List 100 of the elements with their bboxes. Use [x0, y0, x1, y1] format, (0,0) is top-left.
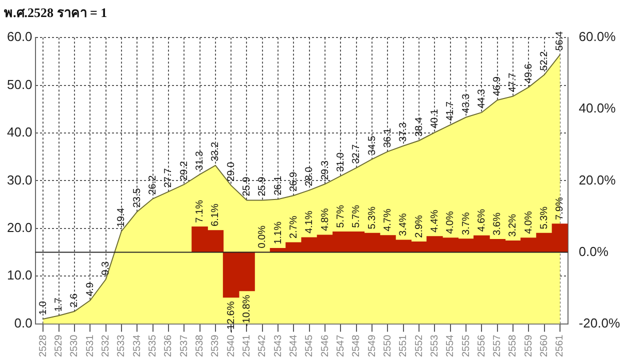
data-label: 56.4 [554, 30, 566, 51]
x-tick-label: 2528 [38, 334, 49, 358]
data-label: 25.9 [257, 176, 268, 196]
x-tick-label: 2544 [288, 334, 300, 358]
x-tick-label: 2534 [132, 334, 143, 358]
data-label: 34.5 [366, 135, 378, 156]
data-label: 19.4 [116, 207, 128, 228]
data-label: 3.4% [398, 213, 410, 236]
x-tick-label: 2541 [241, 334, 252, 358]
x-tick-label: 2538 [194, 334, 206, 358]
data-label: 36.1 [382, 128, 394, 148]
data-label: 26.9 [288, 172, 300, 192]
y2-tick-label: 20.0% [578, 172, 616, 188]
data-label: 43.3 [460, 93, 472, 114]
x-tick-label: 2532 [100, 334, 112, 358]
y2-tick-label: 0.0% [578, 244, 609, 259]
data-label: 5.3% [539, 206, 550, 230]
data-label: 1.0 [38, 300, 49, 315]
data-label: 3.6% [492, 212, 504, 236]
data-label: 3.7% [460, 212, 472, 235]
x-tick-label: 2556 [476, 334, 488, 358]
data-label: 32.7 [351, 144, 362, 164]
data-label: 4.7% [382, 208, 394, 232]
x-tick-label: 2535 [148, 334, 159, 358]
data-label: 7.9% [554, 197, 566, 220]
data-label: 47.7 [508, 72, 519, 92]
x-tick-label: 2529 [54, 334, 65, 358]
data-label: 0.0% [257, 225, 268, 248]
x-tick-label: 2548 [351, 334, 362, 358]
data-label: 4.6% [476, 208, 488, 232]
x-tick-label: 2536 [163, 334, 174, 358]
data-label: 31.0 [335, 152, 346, 172]
data-label: 5.7% [351, 204, 362, 228]
x-tick-label: 2540 [226, 334, 237, 358]
data-label: 25.9 [241, 176, 252, 196]
x-tick-label: 2533 [116, 334, 128, 358]
data-label: -12.6% [226, 301, 237, 333]
x-tick-label: 2560 [539, 334, 550, 358]
data-label: 37.3 [398, 122, 410, 142]
x-tick-label: 2546 [320, 334, 331, 358]
data-label: 1.1% [272, 221, 284, 244]
data-label: 52.2 [539, 50, 550, 71]
data-label: 31.3 [194, 150, 206, 170]
data-label: 29.2 [178, 160, 190, 180]
data-label: 6.1% [210, 203, 222, 226]
y2-tick-label: 40.0% [578, 100, 616, 116]
data-label: 33.2 [210, 142, 222, 162]
y-tick-label: 10.0 [6, 268, 32, 283]
y-tick-label: 20.0 [6, 220, 32, 235]
x-tick-label: 2561 [554, 334, 566, 358]
data-label: 1.7 [54, 297, 65, 312]
data-label: 29.3 [320, 160, 331, 180]
data-label: 23.5 [132, 188, 143, 208]
x-tick-label: 2539 [210, 334, 222, 358]
data-label: 9.3 [100, 261, 112, 276]
x-tick-label: 2554 [445, 334, 456, 358]
data-label: -10.8% [241, 294, 252, 327]
data-label: 7.1% [194, 200, 206, 223]
data-label: 4.0% [445, 211, 456, 234]
data-label: 4.4% [429, 210, 440, 232]
data-label: 41.7 [445, 100, 456, 121]
data-label: 46.9 [492, 76, 504, 96]
x-tick-label: 2558 [508, 334, 519, 358]
x-tick-label: 2531 [84, 334, 96, 358]
y-tick-label: 40.0 [6, 124, 32, 140]
y-tick-label: 0.0 [14, 315, 32, 330]
data-label: 27.7 [163, 168, 174, 188]
x-tick-label: 2530 [69, 334, 80, 358]
data-label: 29.0 [226, 162, 237, 182]
data-label: 38.4 [414, 116, 425, 137]
y2-tick-label: 60.0% [578, 29, 616, 44]
x-tick-label: 2553 [429, 334, 440, 358]
data-label: 4.1% [304, 210, 316, 234]
y-tick-label: 30.0 [6, 172, 32, 188]
chart-title: พ.ศ.2528 ราคา = 1 [4, 5, 108, 20]
data-label: 26.2 [148, 174, 159, 195]
data-label: 4.0% [523, 211, 534, 234]
data-label: 5.7% [335, 204, 346, 228]
data-label: 28.0 [304, 166, 316, 186]
x-tick-label: 2547 [335, 334, 346, 358]
x-tick-label: 2551 [398, 334, 410, 358]
x-tick-label: 2537 [178, 334, 190, 358]
data-label: 2.7% [288, 216, 300, 239]
x-tick-label: 2550 [382, 334, 394, 358]
data-label: 40.1 [429, 108, 440, 129]
y-tick-label: 60.0 [6, 29, 32, 44]
x-tick-label: 2552 [414, 334, 425, 358]
data-label: 49.6 [523, 63, 534, 84]
data-label: 4.8% [320, 208, 331, 232]
y2-tick-label: -20.0% [578, 315, 620, 330]
x-tick-label: 2543 [272, 334, 284, 358]
x-tick-label: 2557 [492, 334, 504, 358]
x-tick-label: 2559 [523, 334, 534, 358]
x-tick-label: 2545 [304, 334, 316, 358]
data-label: 5.3% [366, 206, 378, 230]
x-tick-label: 2549 [366, 334, 378, 358]
x-tick-label: 2555 [460, 334, 472, 358]
data-label: 3.2% [508, 214, 519, 237]
data-label: 2.9% [414, 214, 425, 238]
y-tick-label: 50.0 [6, 76, 32, 92]
